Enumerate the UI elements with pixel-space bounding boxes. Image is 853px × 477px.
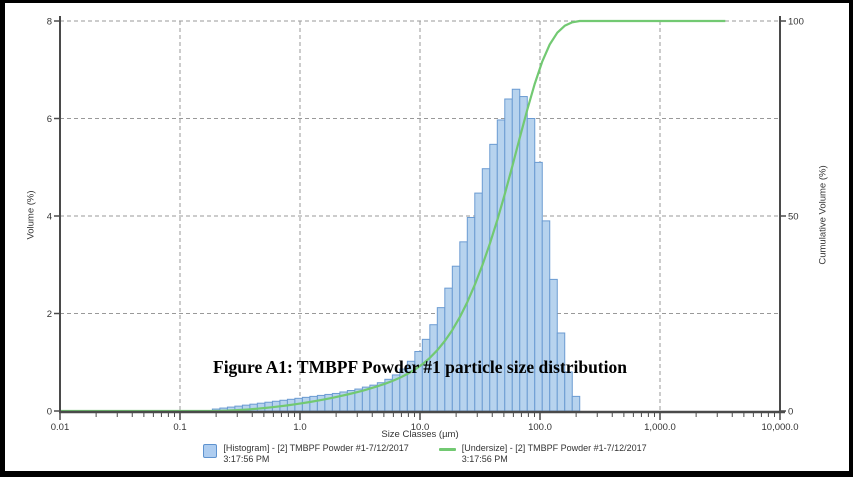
x-axis-ticks [59, 413, 781, 420]
histogram-bar [429, 324, 438, 412]
histogram-bar [406, 360, 416, 412]
histogram-bar [571, 395, 581, 412]
histogram-bar [466, 216, 476, 412]
legend-undersize-time: 3:17:56 PM [461, 454, 508, 464]
y-axis-left-ticks: 0 2 4 6 8 [47, 17, 60, 418]
histogram-bar [504, 98, 513, 412]
histogram-bar [534, 161, 543, 412]
axes [59, 16, 785, 414]
svg-text:0: 0 [47, 407, 52, 418]
legend-item-undersize: [Undersize] - [2] TMBPF Powder #1-7/12/2… [438, 443, 647, 465]
svg-text:2: 2 [47, 309, 52, 320]
histogram-bar [526, 118, 536, 412]
histogram-bar [444, 287, 453, 412]
histogram-bar [421, 338, 431, 412]
histogram-bar [316, 394, 326, 412]
histogram-bars [211, 88, 581, 412]
undersize-swatch-icon [438, 448, 456, 451]
cumulative-undersize-curve [59, 19, 726, 413]
svg-text:10.0: 10.0 [411, 422, 430, 433]
svg-text:8: 8 [47, 17, 52, 28]
histogram-bar [309, 395, 318, 412]
svg-text:4: 4 [47, 212, 52, 223]
svg-text:0.01: 0.01 [51, 422, 70, 433]
histogram-bar [436, 307, 446, 412]
histogram-bar [414, 351, 423, 412]
histogram-bar [549, 278, 558, 412]
histogram-bar [564, 371, 573, 412]
chart-canvas: 0.01 0.1 1.0 10.0 100.0 1,000.0 10,000.0024680… [47, 16, 804, 433]
legend-histogram-time: 3:17:56 PM [223, 454, 270, 464]
histogram-bar [451, 265, 461, 412]
legend-item-histogram: [Histogram] - [2] TMBPF Powder #1-7/12/2… [203, 443, 409, 465]
cumulative-curve [59, 19, 726, 413]
histogram-bar [459, 241, 468, 412]
histogram-swatch-icon [203, 444, 218, 458]
y-axis-label-right: Cumulative Volume (%) [817, 165, 829, 265]
x-axis-tick-labels: 0.01 0.1 1.0 10.0 100.0 1,000.0 10,000.0 [51, 422, 799, 433]
y-axis-right-ticks: 0 50 100 [780, 17, 804, 418]
svg-text:0.1: 0.1 [173, 422, 186, 433]
histogram-bar [474, 192, 483, 412]
x-axis-label: Size Classes (µm) [381, 429, 459, 440]
histogram-bar [519, 96, 528, 412]
svg-text:100.0: 100.0 [528, 422, 552, 433]
histogram-bar [489, 143, 498, 412]
histogram-bar [541, 220, 551, 412]
legend-undersize-label: [Undersize] - [2] TMBPF Powder #1-7/12/2… [461, 443, 647, 453]
histogram-bar [556, 332, 566, 412]
svg-text:50: 50 [788, 212, 799, 223]
svg-text:10,000.0: 10,000.0 [762, 422, 799, 433]
y-axis-label-left: Volume (%) [25, 190, 37, 240]
svg-text:0: 0 [788, 407, 793, 418]
svg-text:100: 100 [788, 17, 804, 28]
histogram-bar [496, 119, 506, 412]
svg-text:1,000.0: 1,000.0 [644, 422, 676, 433]
histogram-bar [301, 396, 311, 412]
histogram-bar [511, 88, 521, 412]
legend-histogram-label: [Histogram] - [2] TMBPF Powder #1-7/12/2… [223, 443, 409, 453]
svg-text:1.0: 1.0 [293, 422, 306, 433]
histogram-bar [481, 168, 491, 412]
svg-text:6: 6 [47, 114, 52, 125]
legend: [Histogram] - [2] TMBPF Powder #1-7/12/2… [5, 443, 845, 465]
